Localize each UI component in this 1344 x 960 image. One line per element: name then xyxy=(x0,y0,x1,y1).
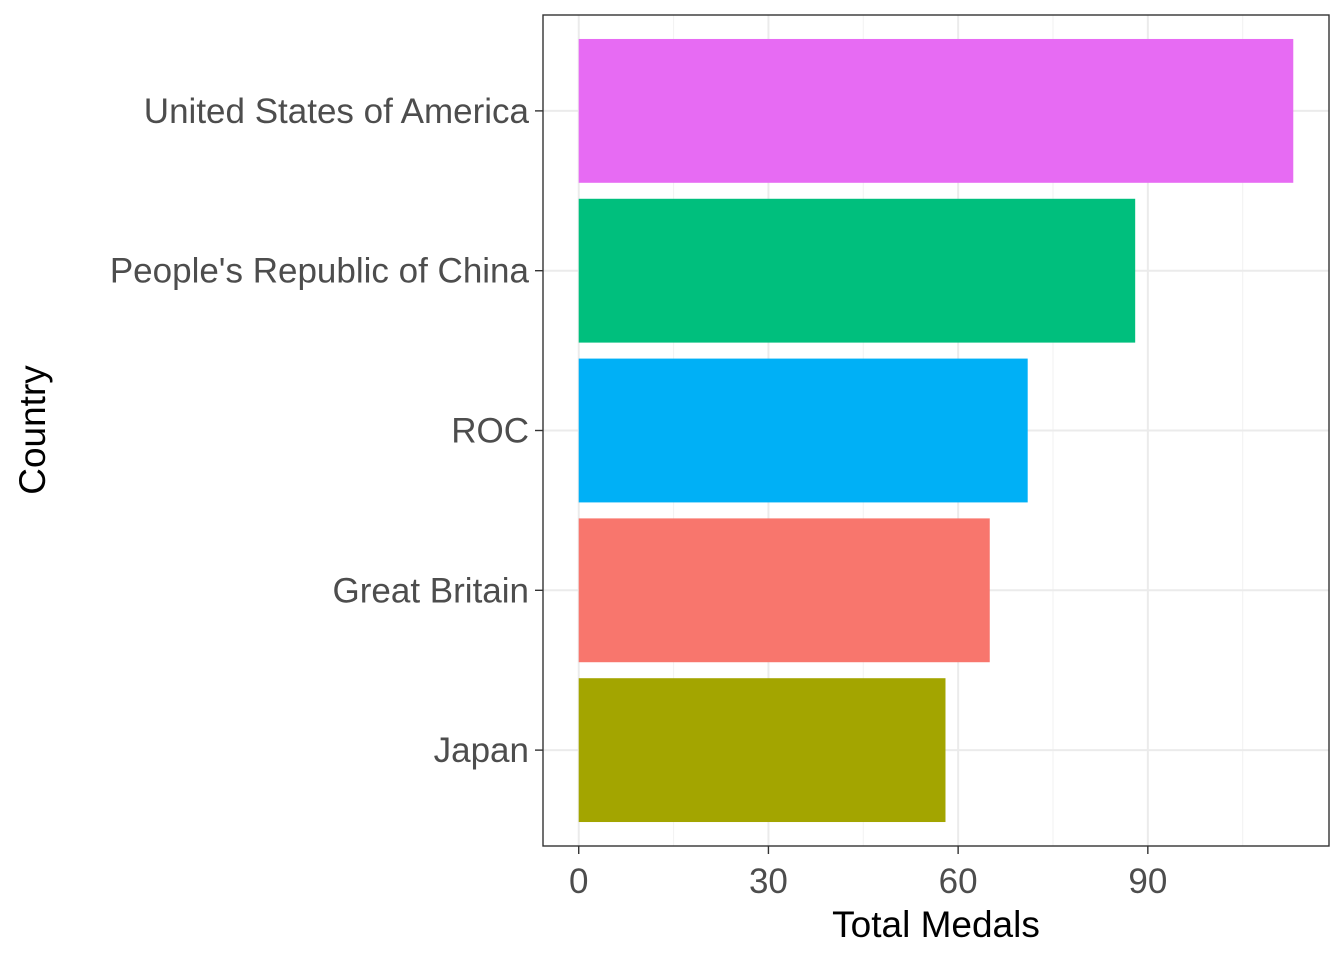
x-tick-label: 90 xyxy=(1128,862,1167,901)
bar xyxy=(578,358,1028,503)
y-tick-label: Japan xyxy=(434,731,529,770)
x-axis: 0 30 60 90 xyxy=(569,846,1167,901)
y-tick-label: United States of America xyxy=(144,92,530,131)
x-axis-title: Total Medals xyxy=(832,904,1040,945)
x-tick-label: 0 xyxy=(569,862,588,901)
y-tick-label: People's Republic of China xyxy=(110,252,530,291)
bar xyxy=(578,198,1136,343)
y-axis-title: Country xyxy=(12,365,53,495)
bars xyxy=(578,38,1294,823)
y-tick-label: ROC xyxy=(451,412,529,451)
y-axis: United States of America People's Republi… xyxy=(110,92,543,770)
y-tick-label: Great Britain xyxy=(333,571,529,610)
bar xyxy=(578,518,990,663)
bar xyxy=(578,678,946,823)
x-tick-label: 60 xyxy=(939,862,978,901)
bar xyxy=(578,38,1294,183)
x-tick-label: 30 xyxy=(749,862,788,901)
